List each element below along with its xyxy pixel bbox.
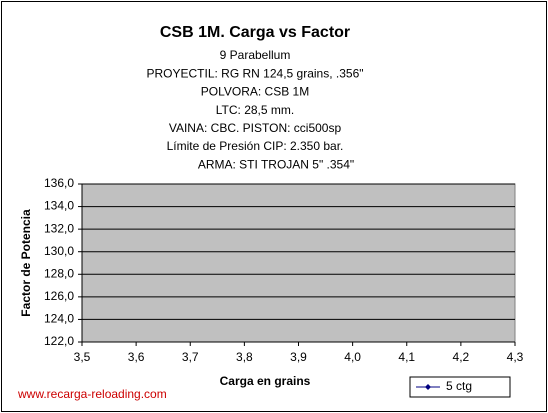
subtitle-line: 9 Parabellum <box>220 48 291 62</box>
y-tick-label: 128,0 <box>44 266 74 280</box>
y-tick-label: 134,0 <box>44 199 74 213</box>
x-tick-label: 4,1 <box>398 350 415 364</box>
y-tick-label: 122,0 <box>44 334 74 348</box>
x-tick-label: 4,2 <box>453 350 470 364</box>
chart-title: CSB 1M. Carga vs Factor <box>160 24 350 41</box>
x-tick-label: 3,9 <box>290 350 307 364</box>
x-axis-label: Carga en grains <box>220 374 311 388</box>
y-tick-label: 132,0 <box>44 221 74 235</box>
legend-marker <box>425 384 431 390</box>
subtitle-line: Límite de Presión CIP: 2.350 bar. <box>167 139 344 153</box>
y-tick-label: 130,0 <box>44 244 74 258</box>
y-tick-label: 126,0 <box>44 289 74 303</box>
legend-box <box>409 376 511 398</box>
x-tick-label: 3,8 <box>236 350 253 364</box>
y-tick-label: 136,0 <box>44 176 74 190</box>
subtitle-line: ARMA: STI TROJAN 5" .354" <box>198 157 354 171</box>
x-tick-label: 3,7 <box>182 350 199 364</box>
x-tick-label: 3,5 <box>74 350 91 364</box>
legend-label: 5 ctg <box>446 379 472 393</box>
plot-area <box>81 183 516 343</box>
y-axis-label: Factor de Potencia <box>19 209 33 317</box>
subtitle-line: VAINA: CBC. PISTON: cci500sp <box>169 121 342 135</box>
y-tick-label: 124,0 <box>44 312 74 326</box>
footer: www.recarga-reloading.com <box>17 387 167 401</box>
subtitle-line: PROYECTIL: RG RN 124,5 grains, .356" <box>146 66 363 80</box>
x-tick-label: 3,6 <box>128 350 145 364</box>
x-tick-label: 4,0 <box>344 350 361 364</box>
subtitle-line: POLVORA: CSB 1M <box>201 85 309 99</box>
x-tick-label: 4,3 <box>507 350 524 364</box>
subtitle-line: LTC: 28,5 mm. <box>216 103 294 117</box>
